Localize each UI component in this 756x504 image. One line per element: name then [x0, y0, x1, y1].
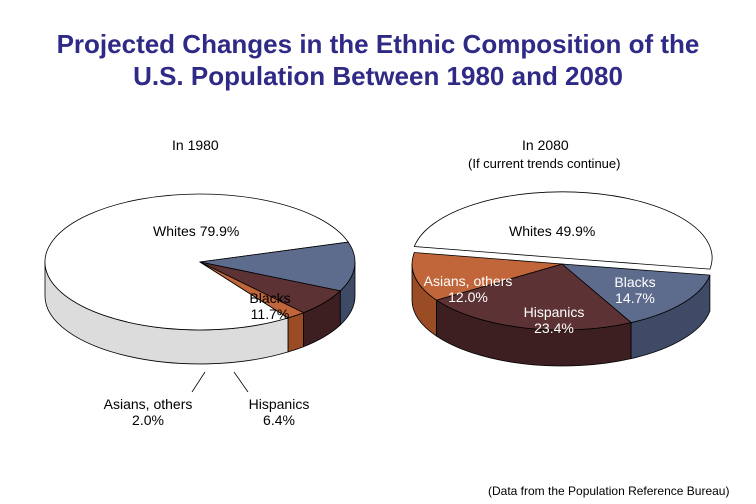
- pie-2080: [411, 191, 713, 367]
- label-2080-whites: Whites 49.9%: [509, 223, 595, 239]
- label-1980-hispanics-value: 6.4%: [263, 412, 295, 428]
- label-1980-whites: Whites 79.9%: [153, 223, 239, 239]
- pie-1980-slice-blacks: [199, 241, 356, 292]
- label-1980-blacks-name: Blacks: [249, 290, 291, 306]
- label-2080-asians: Asians, others 12.0%: [420, 273, 516, 305]
- pie-1980-title: In 1980: [172, 137, 219, 153]
- pie-2080-slice-hispanics: [435, 263, 632, 331]
- label-2080-blacks-value: 14.7%: [615, 290, 655, 306]
- label-1980-hispanics-name: Hispanics: [248, 396, 310, 412]
- label-2080-blacks-name: Blacks: [614, 274, 656, 290]
- label-2080-hispanics-name: Hispanics: [523, 304, 585, 320]
- source-note: (Data from the Population Reference Bure…: [488, 484, 730, 498]
- label-2080-hispanics: Hispanics 23.4%: [519, 304, 589, 336]
- label-1980-asians-value: 2.0%: [132, 412, 164, 428]
- label-2080-asians-value: 12.0%: [448, 289, 488, 305]
- label-2080-hispanics-value: 23.4%: [534, 320, 574, 336]
- pie-2080-slice-blacks: [560, 263, 711, 324]
- pie-2080-subtitle: (If current trends continue): [468, 156, 621, 171]
- label-2080-whites-value: 49.9%: [555, 223, 596, 239]
- label-1980-hispanics: Hispanics 6.4%: [246, 396, 312, 428]
- chart-title-line-1: Projected Changes in the Ethnic Composit…: [56, 29, 700, 59]
- pie-2080-title: In 2080: [522, 137, 569, 153]
- label-1980-whites-name: Whites: [153, 223, 196, 239]
- label-2080-asians-name: Asians, others: [423, 273, 513, 289]
- pie-1980-slice-whites: [44, 193, 349, 331]
- label-1980-asians-name: Asians, others: [103, 396, 193, 412]
- label-2080-blacks: Blacks 14.7%: [609, 274, 661, 306]
- pie-2080-slice-whites: [413, 191, 713, 270]
- leader-line-hispanics-1980: [233, 371, 249, 393]
- pie-1980-slice-asians: [199, 261, 305, 319]
- label-1980-asians: Asians, others 2.0%: [100, 396, 196, 428]
- leader-line-asians-1980: [191, 371, 206, 393]
- pie-1980: [44, 193, 356, 393]
- pie-2080-slice-asians: [411, 252, 563, 301]
- label-1980-blacks: Blacks 11.7%: [248, 290, 292, 322]
- label-1980-blacks-value: 11.7%: [250, 306, 290, 322]
- chart-title-line-2: U.S. Population Between 1980 and 2080: [133, 61, 623, 91]
- label-2080-whites-name: Whites: [509, 223, 552, 239]
- label-1980-whites-value: 79.9%: [199, 223, 240, 239]
